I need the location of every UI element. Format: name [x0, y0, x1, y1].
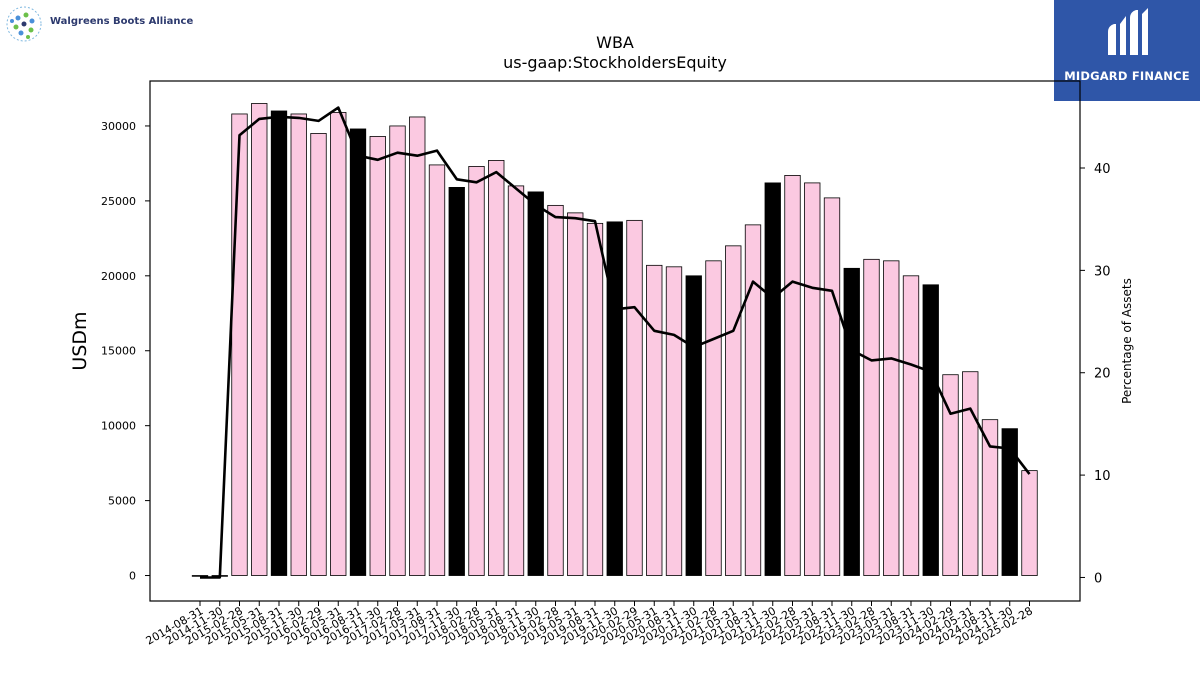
y2-tick-label: 30 — [1094, 264, 1111, 279]
y2-tick-label: 10 — [1094, 469, 1111, 484]
bar — [527, 191, 544, 576]
bar — [863, 258, 880, 576]
bar — [606, 221, 623, 576]
bar — [468, 166, 485, 576]
bar — [389, 125, 406, 576]
y-tick-label: 5000 — [108, 495, 136, 508]
bar — [922, 284, 939, 576]
bar — [310, 133, 327, 576]
left-axis-ticks: 0 5000 10000 15000 20000 25000 30000 — [101, 120, 150, 583]
y-tick-label: 20000 — [101, 270, 136, 283]
line-series — [200, 106, 1031, 579]
bar — [507, 185, 525, 576]
bar — [251, 103, 268, 576]
bar — [409, 116, 426, 576]
bar — [744, 224, 762, 576]
bar — [981, 419, 999, 576]
bar-series — [191, 103, 1038, 577]
bar — [1021, 470, 1038, 576]
bar — [1001, 428, 1018, 576]
bar — [843, 267, 860, 576]
walgreens-logo: Walgreens Boots Alliance — [4, 4, 193, 44]
bar — [290, 113, 307, 576]
bar — [349, 128, 367, 576]
bar — [626, 219, 643, 576]
walgreens-brand-text: Walgreens Boots Alliance — [50, 16, 194, 27]
bar — [962, 371, 979, 576]
right-axis-ticks: 0 10 20 30 40 — [1080, 162, 1111, 586]
x-axis-ticks: 2014-08-312014-11-302015-02-282015-05-31… — [144, 601, 1035, 648]
bar — [369, 136, 386, 576]
bar — [725, 245, 742, 576]
bar — [330, 112, 347, 576]
plot-frame — [149, 80, 1081, 602]
y-axis-label: USDm — [69, 311, 91, 370]
bar — [231, 113, 248, 576]
bar — [705, 260, 722, 576]
y-tick-label: 25000 — [101, 195, 136, 208]
bar — [270, 110, 288, 576]
midgard-brand-text: MIDGARD FINANCE — [1064, 69, 1190, 83]
midgard-finance-logo: MIDGARD FINANCE — [1054, 0, 1200, 101]
bar — [448, 186, 465, 576]
midgard-mark-icon — [1108, 8, 1148, 55]
bar — [646, 264, 663, 576]
y2-tick-label: 0 — [1094, 571, 1102, 586]
walgreens-globe-icon — [6, 6, 42, 42]
y2-axis-label: Percentage of Assets — [1120, 278, 1134, 404]
y-tick-label: 15000 — [101, 345, 136, 358]
y2-tick-label: 40 — [1094, 162, 1111, 177]
bar — [942, 374, 959, 576]
y-tick-label: 0 — [129, 570, 136, 583]
bar — [547, 204, 564, 576]
chart-subtitle: us-gaap:StockholdersEquity — [503, 53, 727, 72]
chart-title: WBA — [596, 33, 634, 52]
y-tick-label: 10000 — [101, 420, 136, 433]
y-tick-label: 30000 — [101, 120, 136, 133]
y2-tick-label: 20 — [1094, 367, 1111, 382]
bar — [784, 175, 801, 576]
bar — [883, 260, 900, 576]
bar — [804, 182, 821, 576]
bar — [823, 197, 841, 576]
bar — [902, 275, 920, 576]
bar — [685, 275, 702, 576]
bar — [665, 266, 683, 576]
percentage-line — [200, 106, 1031, 579]
bar — [586, 222, 604, 576]
bar — [428, 164, 446, 576]
bar — [567, 212, 584, 576]
bar — [488, 160, 505, 576]
bar — [764, 182, 781, 576]
